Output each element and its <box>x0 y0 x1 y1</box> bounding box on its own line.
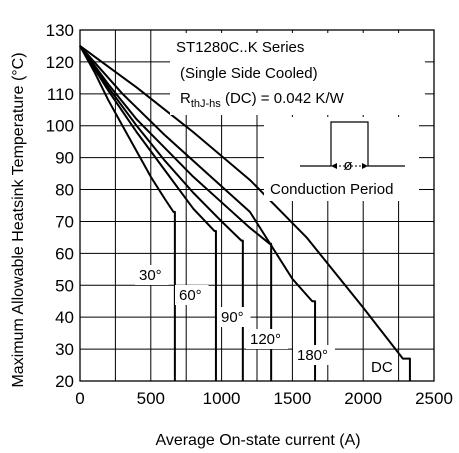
curve-label-30deg: 30° <box>139 267 162 284</box>
curve-label-120deg: 120° <box>250 331 281 348</box>
curve-label-60deg: 60° <box>179 287 202 304</box>
curve-label-background <box>217 307 251 327</box>
x-axis-label: Average On-state current (A) <box>155 432 360 449</box>
y-tick-label: 60 <box>55 244 74 263</box>
y-tick-label: 40 <box>55 308 74 327</box>
thermal-resistance-label: RthJ-hs (DC) = 0.042 K/W <box>180 90 345 110</box>
curve-label-background <box>367 357 392 377</box>
curve-label-90deg: 90° <box>221 309 244 326</box>
x-tick-label: 2500 <box>415 389 453 408</box>
curve-label-background <box>175 285 209 305</box>
y-tick-label: 120 <box>46 53 74 72</box>
curve-label-180deg: 180° <box>297 347 328 364</box>
series-line-dc <box>79 45 411 381</box>
series-line-90deg <box>79 45 244 381</box>
curve-label-dc: DC <box>371 359 393 376</box>
x-tick-label: 500 <box>137 389 165 408</box>
y-tick-label: 110 <box>47 85 74 104</box>
curve-label-background <box>293 345 335 365</box>
x-tick-label: 2000 <box>344 389 382 408</box>
y-axis-label: Maximum Allowable Heatsink Temperature (… <box>10 52 27 387</box>
x-tick-label: 0 <box>75 389 84 408</box>
conduction-period-diagram: ø Conduction Period <box>264 117 419 201</box>
x-tick-label: 1000 <box>203 389 241 408</box>
curve-label-background <box>246 329 288 349</box>
y-tick-label: 90 <box>55 149 74 168</box>
y-tick-label: 130 <box>46 21 74 40</box>
annotation-background <box>170 33 425 115</box>
series-line-60deg <box>79 45 217 381</box>
phi-symbol: ø <box>343 157 352 174</box>
y-tick-label: 20 <box>55 372 74 391</box>
tick-labels: 0 500 1000 1500 2000 2500 20 30 40 50 60 70 80 90 100 1… <box>46 21 453 408</box>
series-title: ST1280C..K Series <box>176 39 304 56</box>
y-tick-label: 80 <box>55 181 74 200</box>
conduction-period-label: Conduction Period <box>270 181 393 198</box>
series-subtitle: (Single Side Cooled) <box>180 65 318 82</box>
curves <box>79 45 411 381</box>
y-tick-label: 100 <box>46 117 74 136</box>
y-tick-label: 50 <box>55 276 74 295</box>
series-line-30deg <box>79 45 176 381</box>
x-tick-label: 1500 <box>273 389 311 408</box>
plot-frame <box>79 29 435 382</box>
series-line-180deg <box>79 45 317 381</box>
curve-label-background <box>135 265 169 285</box>
y-tick-label: 30 <box>55 340 74 359</box>
curve-labels: 30° 60° 90° 120° 180° DC <box>135 265 393 377</box>
y-tick-label: 70 <box>55 212 74 231</box>
